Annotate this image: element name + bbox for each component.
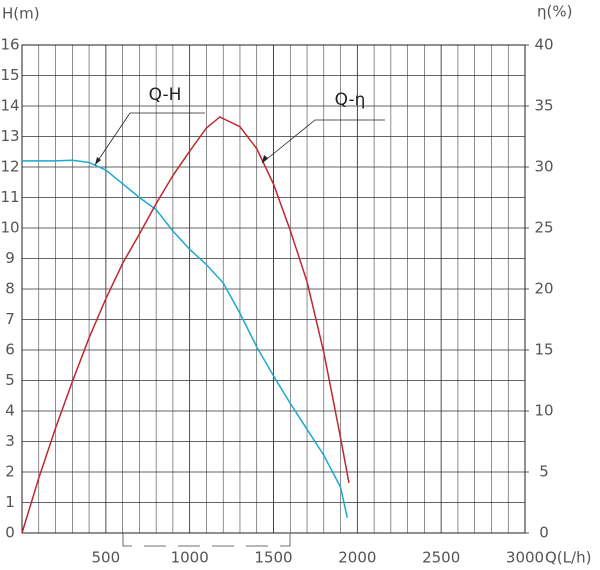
y2-axis-title: η(%) — [537, 3, 572, 21]
y-tick-label: 9 — [5, 249, 15, 267]
x-tick-label: 1000 — [171, 549, 209, 567]
y-tick-label: 14 — [0, 97, 19, 115]
arrow-head — [262, 155, 268, 163]
y2-tick-label: 15 — [534, 341, 553, 359]
y-tick-label: 2 — [5, 463, 15, 481]
y-tick-label: 10 — [0, 219, 19, 237]
leader-line — [94, 112, 205, 166]
x-tick-label: 500 — [92, 549, 121, 567]
y-tick-label: 0 — [5, 524, 15, 542]
y2-tick-label: 10 — [534, 402, 553, 420]
y2-tick-label: 30 — [534, 158, 553, 176]
y-tick-label: 11 — [0, 188, 19, 206]
y-tick-label: 4 — [5, 402, 15, 420]
y-tick-label: 13 — [0, 127, 19, 145]
x-tick-label: 1500 — [254, 549, 292, 567]
y2-tick-label: 25 — [534, 219, 553, 237]
y-tick-label: 12 — [0, 158, 19, 176]
arrow-head — [95, 157, 101, 165]
leader-line — [261, 119, 385, 164]
y-tick-label: 7 — [5, 310, 15, 328]
y2-tick-label: 35 — [534, 97, 553, 115]
series-label: Q-H — [149, 85, 182, 105]
plot-frame — [21, 44, 526, 534]
y-tick-label: 6 — [5, 341, 15, 359]
series-label: Q-η — [335, 90, 366, 110]
x-tick-label: 3000 — [506, 549, 544, 567]
y2-tick-label: 0 — [539, 524, 549, 542]
x-tick-label: 2500 — [422, 549, 460, 567]
y-tick-label: 5 — [5, 371, 15, 389]
x-axis-title: Q(L/h) — [545, 549, 591, 567]
series-line — [22, 159, 349, 518]
x-tick-label: 2000 — [338, 549, 376, 567]
y-tick-label: 3 — [5, 432, 15, 450]
y-tick-label: 16 — [0, 36, 19, 54]
y-tick-label: 8 — [5, 280, 15, 298]
y-tick-label: 15 — [0, 66, 19, 84]
y2-tick-label: 20 — [534, 280, 553, 298]
series-line — [21, 116, 350, 534]
y-axis-title: H(m) — [2, 5, 40, 23]
y2-tick-label: 5 — [539, 463, 549, 481]
bracket — [122, 533, 291, 547]
y2-tick-label: 40 — [534, 36, 553, 54]
y-tick-label: 1 — [5, 493, 15, 511]
